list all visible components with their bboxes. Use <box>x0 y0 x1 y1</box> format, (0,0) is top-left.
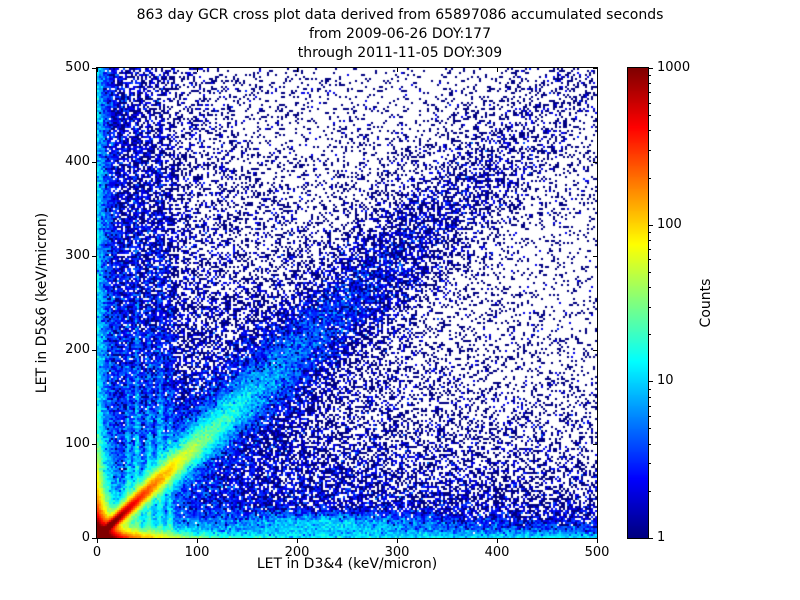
colorbar-tick <box>649 538 653 539</box>
y-tick-label: 500 <box>65 60 90 75</box>
colorbar-tick <box>649 68 653 69</box>
colorbar-minor-tick <box>649 102 651 104</box>
colorbar-canvas <box>628 68 648 538</box>
colorbar-minor-tick <box>649 416 651 418</box>
colorbar-minor-tick <box>649 231 651 233</box>
colorbar-minor-tick <box>649 92 651 94</box>
colorbar-minor-tick <box>649 463 651 465</box>
x-tick <box>197 539 198 543</box>
x-tick-label: 0 <box>92 545 102 560</box>
colorbar-minor-tick <box>649 287 651 288</box>
x-tick-top <box>97 68 98 72</box>
colorbar-minor-tick <box>649 149 651 151</box>
y-tick-right <box>593 444 597 445</box>
colorbar-minor-tick <box>649 443 651 445</box>
y-tick-label: 300 <box>65 248 90 263</box>
y-tick-right <box>593 162 597 163</box>
y-tick-right <box>593 256 597 257</box>
y-tick-label: 0 <box>81 530 90 545</box>
colorbar-minor-tick <box>649 75 651 77</box>
title-line-1: 863 day GCR cross plot data derived from… <box>136 7 664 23</box>
y-tick-right <box>593 68 597 69</box>
x-tick <box>97 539 98 543</box>
colorbar-tick-label: 10 <box>657 373 674 389</box>
y-tick <box>92 538 96 539</box>
x-tick <box>297 539 298 543</box>
y-tick-label: 100 <box>65 436 90 451</box>
y-tick <box>92 444 96 445</box>
colorbar-minor-tick <box>649 83 651 85</box>
colorbar-minor-tick <box>649 259 651 261</box>
colorbar-minor-tick <box>649 428 651 430</box>
x-tick <box>497 539 498 543</box>
colorbar-tick-label: 1 <box>657 530 666 545</box>
x-tick-top <box>297 68 298 72</box>
x-tick-top <box>497 68 498 72</box>
colorbar-frame <box>627 67 649 539</box>
colorbar-minor-tick <box>649 177 651 179</box>
y-tick <box>92 162 96 163</box>
colorbar-minor-tick <box>649 490 651 492</box>
plot-canvas <box>97 68 597 538</box>
x-tick-label: 300 <box>384 545 410 560</box>
colorbar-minor-tick <box>649 130 651 132</box>
colorbar-label: Counts <box>698 278 714 328</box>
colorbar-tick <box>649 381 653 383</box>
x-axis-label: LET in D3&4 (keV/micron) <box>256 556 438 572</box>
title-line-3: through 2011-11-05 DOY:309 <box>297 45 503 61</box>
x-tick-label: 500 <box>584 545 610 560</box>
y-tick <box>92 350 96 351</box>
colorbar-tick-label: 1000 <box>657 60 691 75</box>
y-tick <box>92 256 96 257</box>
colorbar-tick-label: 100 <box>657 216 682 232</box>
y-tick <box>92 68 96 69</box>
y-tick-right <box>593 538 597 539</box>
colorbar-minor-tick <box>649 239 651 241</box>
colorbar-minor-tick <box>649 271 651 273</box>
x-tick-top <box>597 68 598 72</box>
colorbar-tick <box>649 224 653 226</box>
colorbar-minor-tick <box>649 248 651 250</box>
x-tick <box>397 539 398 543</box>
x-tick-label: 100 <box>184 545 210 560</box>
y-tick-label: 200 <box>65 342 90 357</box>
colorbar-minor-tick <box>649 334 651 336</box>
x-tick-label: 200 <box>284 545 310 560</box>
colorbar-minor-tick <box>649 396 651 398</box>
y-tick-label: 400 <box>65 154 90 169</box>
colorbar-minor-tick <box>649 388 651 390</box>
y-tick-right <box>593 350 597 351</box>
y-axis-label: LET in D5&6 (keV/micron) <box>34 212 50 394</box>
colorbar-minor-tick <box>649 306 651 308</box>
x-tick-top <box>197 68 198 72</box>
title-line-2: from 2009-06-26 DOY:177 <box>308 26 491 42</box>
x-tick-top <box>397 68 398 72</box>
colorbar-minor-tick <box>649 115 651 117</box>
colorbar-minor-tick <box>649 405 651 407</box>
x-tick-label: 400 <box>484 545 510 560</box>
x-tick <box>597 539 598 543</box>
chart-title: 863 day GCR cross plot data derived from… <box>0 6 800 63</box>
plot-frame <box>96 67 598 539</box>
